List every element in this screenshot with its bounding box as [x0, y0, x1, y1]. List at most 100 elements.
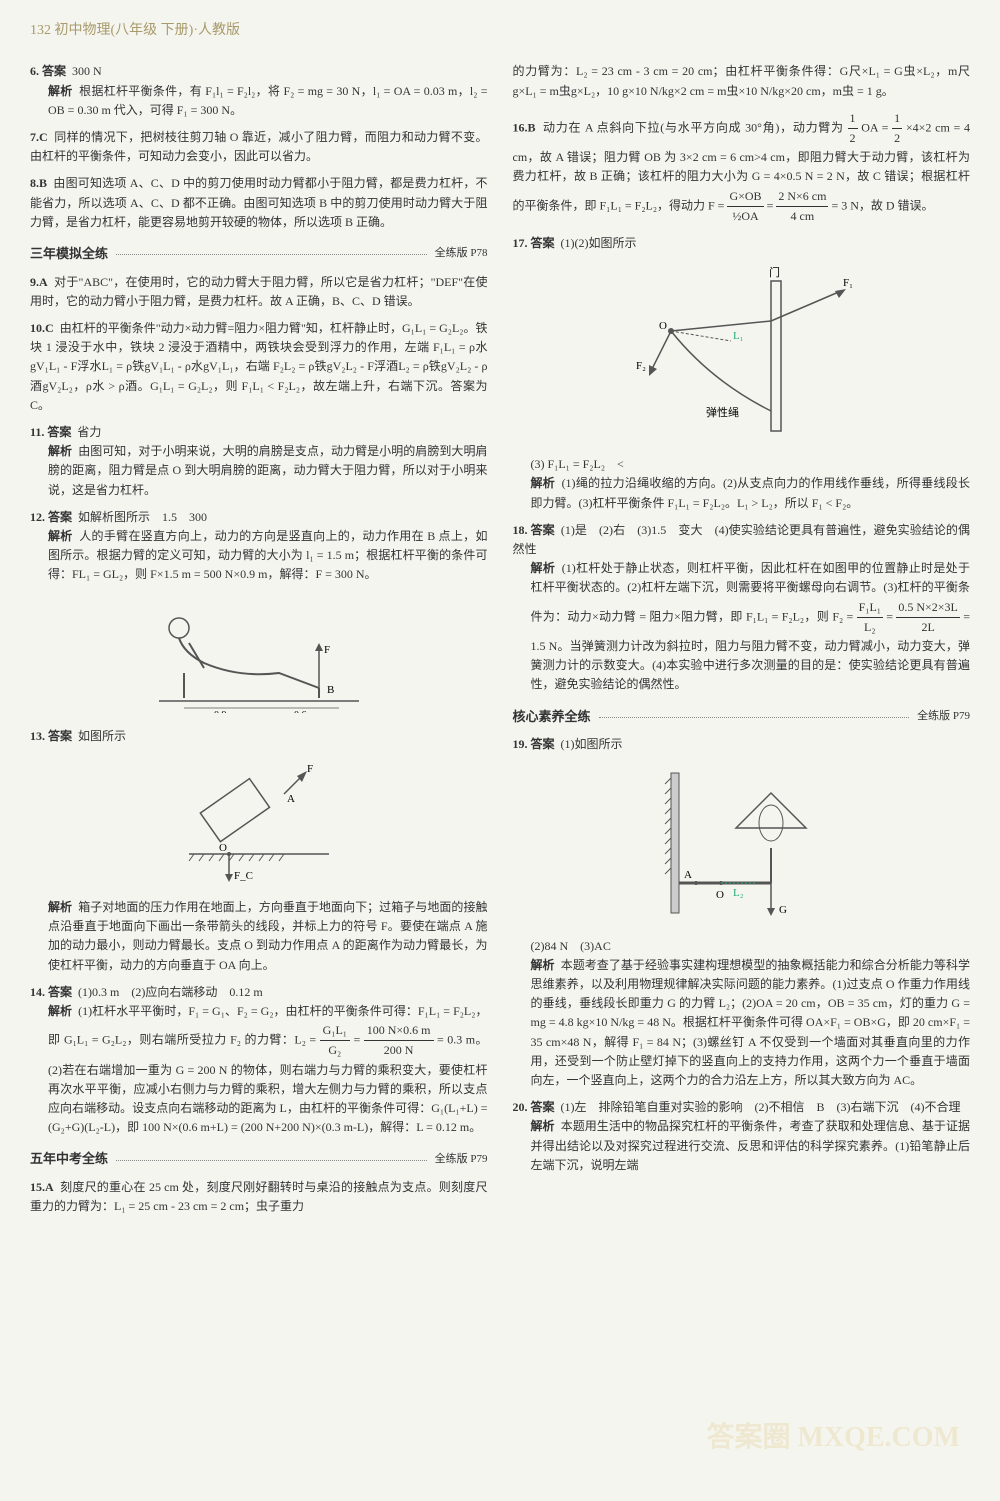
fig-B: B: [327, 684, 334, 696]
fig17-F1: F₁: [843, 277, 853, 289]
section-core-page: 全练版 P79: [917, 708, 970, 726]
q16-p1: 动力在 A 点斜向下拉(与水平方向成 30°角)，动力臂为: [543, 120, 844, 134]
q14-ans: (1)0.3 m (2)应向右端移动 0.12 m: [78, 985, 263, 999]
q14-num: 14.: [30, 985, 45, 999]
fig13-O: O: [219, 842, 227, 854]
q7-num: 7.C: [30, 130, 48, 144]
f18b: L₂: [857, 618, 883, 637]
q11: 11. 答案 省力 解析 由图可知，对于小明来说，大明的肩膀是支点，动力臂是小明…: [30, 423, 488, 500]
q17-ans-label: 答案: [531, 236, 555, 250]
q13-exp: 箱子对地面的压力作用在地面上，方向垂直于地面向下；过箱子与地面的接触点沿垂直于地…: [48, 900, 488, 972]
q13: 13. 答案 如图所示 F A O: [30, 727, 488, 975]
q15-exp: 刻度尺的重心在 25 cm 处，刻度尺刚好翻转时与桌沿的接触点为支点。则刻度尺重…: [30, 1180, 488, 1213]
dots: [116, 253, 427, 255]
q18-ans-label: 答案: [531, 523, 555, 537]
fig17-L1: L₁: [733, 330, 744, 342]
q15-cont: 的力臂为：L₂ = 23 cm - 3 cm = 20 cm；由杠杆平衡条件得：…: [513, 62, 971, 100]
q13-exp-label: 解析: [48, 900, 72, 914]
q7-exp: 同样的情况下，把树枝往剪刀轴 O 靠近，减小了阻力臂，而阻力和动力臂不变。由杠杆…: [30, 130, 488, 163]
q11-ans-label: 答案: [47, 425, 71, 439]
q20-exp-label: 解析: [531, 1119, 555, 1133]
fig19-A: A: [684, 869, 692, 881]
q8-num: 8.B: [30, 176, 47, 190]
q11-exp: 由图可知，对于小明来说，大明的肩膀是支点，动力臂是小明的肩膀到大明肩膀的距离，阻…: [48, 444, 488, 496]
section-5year-page: 全练版 P79: [435, 1151, 488, 1169]
f3b: 4 cm: [776, 207, 828, 226]
q11-ans: 省力: [77, 425, 101, 439]
q20-ans-label: 答案: [531, 1100, 555, 1114]
q8-exp: 由图可知选项 A、C、D 中的剪刀使用时动力臂都小于阻力臂，都是费力杠杆，不能省…: [30, 176, 488, 228]
q12-ans-label: 答案: [48, 510, 72, 524]
q16-p4: = 3 N，故 D 错误。: [831, 198, 933, 212]
f18t: F₁L₁: [857, 598, 883, 618]
header-title: 初中物理(八年级 下册)·人教版: [55, 23, 241, 38]
q18: 18. 答案 (1)是 (2)右 (3)1.5 变大 (4)使实验结论更具有普遍…: [513, 521, 971, 695]
q19-exp-label: 解析: [531, 958, 555, 972]
q10: 10.C 由杠杆的平衡条件"动力×动力臂=阻力×阻力臂"知，杠杆静止时，G₁L₁…: [30, 319, 488, 415]
fig-06m: 0.6 m: [294, 710, 317, 713]
q19-ans-label: 答案: [531, 737, 555, 751]
fig-F: F: [324, 644, 330, 656]
eq18: =: [886, 609, 896, 623]
content-columns: 6. 答案 300 N 解析 根据杠杆平衡条件，有 F₁l₁ = F₂l₂，将 …: [30, 62, 970, 1224]
q19-num: 19.: [513, 737, 528, 751]
q12: 12. 答案 如解析图所示 1.5 300 解析 人的手臂在竖直方向上，动力的方…: [30, 508, 488, 719]
q12-ans: 如解析图所示 1.5 300: [78, 510, 207, 524]
section-core-title: 核心素养全练: [513, 707, 591, 728]
q12-exp-label: 解析: [48, 529, 73, 543]
right-column: 的力臂为：L₂ = 23 cm - 3 cm = 20 cm；由杠杆平衡条件得：…: [513, 62, 971, 1224]
section-3year-title: 三年模拟全练: [30, 244, 108, 265]
q6-num: 6.: [30, 64, 39, 78]
q6: 6. 答案 300 N 解析 根据杠杆平衡条件，有 F₁l₁ = F₂l₂，将 …: [30, 62, 488, 120]
q20-ans: (1)左 排除铅笔自重对实验的影响 (2)不相信 B (3)右端下沉 (4)不合…: [561, 1100, 961, 1114]
q8: 8.B 由图可知选项 A、C、D 中的剪刀使用时动力臂都小于阻力臂，都是费力杠杆…: [30, 174, 488, 232]
fig19-G: G: [779, 904, 787, 916]
q6-exp-label: 解析: [48, 84, 73, 98]
q20-exp: 本题用生活中的物品探究杠杆的平衡条件，考查了获取和处理信息、基于证据并得出结论以…: [531, 1119, 971, 1171]
q13-figure: F A O F_C: [30, 754, 488, 890]
q20: 20. 答案 (1)左 排除铅笔自重对实验的影响 (2)不相信 B (3)右端下…: [513, 1098, 971, 1175]
q13-ans: 如图所示: [78, 729, 126, 743]
q19: 19. 答案 (1)如图所示 A O: [513, 735, 971, 1090]
q15-cont-text: 的力臂为：L₂ = 23 cm - 3 cm = 20 cm；由杠杆平衡条件得：…: [513, 64, 971, 97]
q17-ans: (1)(2)如图所示: [561, 236, 637, 250]
f18t2: 0.5 N×2×3L: [896, 598, 960, 618]
section-3year-page: 全练版 P78: [435, 245, 488, 263]
q18-exp-label: 解析: [531, 561, 556, 575]
q18-ans: (1)是 (2)右 (3)1.5 变大 (4)使实验结论更具有普遍性，避免实验结…: [513, 523, 970, 556]
q13-ans-label: 答案: [48, 729, 72, 743]
fig17-F2: F₂: [636, 360, 646, 372]
f1t: 1: [848, 109, 858, 129]
q11-exp-label: 解析: [48, 444, 72, 458]
q16-p2: OA =: [861, 120, 892, 134]
q12-exp: 人的手臂在竖直方向上，动力的方向是竖直向上的，动力作用在 B 点上，如图所示。根…: [48, 529, 488, 581]
q15: 15.A 刻度尺的重心在 25 cm 处，刻度尺刚好翻转时与桌沿的接触点为支点。…: [30, 1178, 488, 1216]
f18b2: 2L: [896, 618, 960, 637]
q9-num: 9.A: [30, 275, 48, 289]
page-number: 132: [30, 23, 51, 38]
fig13-A: A: [287, 793, 295, 805]
q19-p2: (2)84 N (3)AC: [513, 937, 971, 956]
f2t: G×OB: [727, 187, 763, 207]
left-column: 6. 答案 300 N 解析 根据杠杆平衡条件，有 F₁l₁ = F₂l₂，将 …: [30, 62, 488, 1224]
page-header: 132 初中物理(八年级 下册)·人教版: [30, 20, 970, 47]
q6-exp: 根据杠杆平衡条件，有 F₁l₁ = F₂l₂，将 F₂ = mg = 30 N，…: [48, 84, 488, 117]
eq: =: [353, 1033, 363, 1047]
q17-p3: (3) F₁L₁ = F₂L₂ <: [513, 455, 971, 474]
q12-figure: F B 0.9 m 0.6 m: [30, 593, 488, 719]
q9: 9.A 对于"ABC"，在使用时，它的动力臂大于阻力臂，所以它是省力杠杆；"DE…: [30, 273, 488, 311]
watermark: 答案圈 MXQE.COM: [706, 1416, 960, 1461]
f1t2: 1: [892, 109, 902, 129]
q18-num: 18.: [513, 523, 528, 537]
q17-exp: (1)绳的拉力沿绳收缩的方向。(2)从支点向力的作用线作垂线，所得垂线段长即力臂…: [531, 476, 970, 509]
dots: [116, 1159, 427, 1161]
q10-num: 10.C: [30, 321, 54, 335]
fig13-Fc: F_C: [234, 870, 253, 882]
frac-top: G₁L₁: [320, 1021, 350, 1041]
q12-num: 12.: [30, 510, 45, 524]
f2b: ½OA: [727, 207, 763, 226]
fig19-L2: L₂: [733, 887, 744, 899]
q16-num: 16.B: [513, 120, 536, 134]
q19-ans: (1)如图所示: [561, 737, 623, 751]
section-core: 核心素养全练 全练版 P79: [513, 707, 971, 728]
